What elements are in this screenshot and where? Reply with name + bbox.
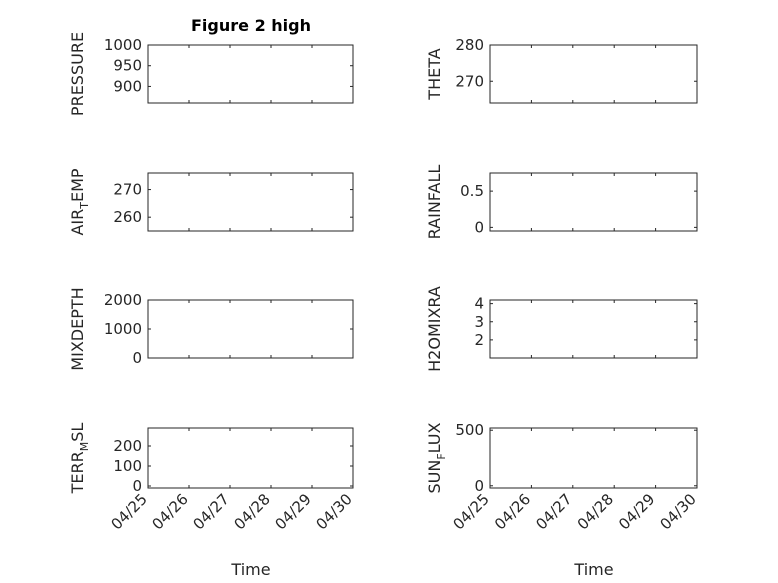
subplot-theta: 270 280 THETA xyxy=(425,36,698,104)
subplot-mixdepth: 0 1000 2000 MIXDEPTH xyxy=(68,287,354,371)
subplot-air_temp: 260 270 AIRTEMP xyxy=(68,168,354,236)
y-axis-label: MIXDEPTH xyxy=(68,287,87,370)
subplot-pressure: 900 950 1000 PRESSURE xyxy=(68,32,354,116)
y-axis-label: AIRTEMP xyxy=(68,168,91,235)
x-tick-label: 04/27 xyxy=(190,490,233,533)
y-axis-label-suffix: EMP xyxy=(68,168,87,202)
x-tick-label: 04/28 xyxy=(231,490,274,533)
y-axis-label: PRESSURE xyxy=(68,32,87,116)
x-tick-label: 04/25 xyxy=(108,490,151,533)
x-tick-label: 04/27 xyxy=(532,490,575,533)
axes-frame xyxy=(147,44,354,104)
y-tick-label: 0 xyxy=(474,218,484,236)
y-axis-label-suffix: LUX xyxy=(425,422,444,453)
y-tick-label: 4 xyxy=(474,295,484,313)
y-axis-label: TERRMSL xyxy=(68,423,91,495)
y-tick-label: 270 xyxy=(455,72,484,90)
y-tick-label: 500 xyxy=(455,421,484,439)
y-axis-label-subscript: F xyxy=(435,453,448,459)
axes-frame xyxy=(147,299,354,359)
subplot-h2omixra: 234 H2OMIXRA xyxy=(425,286,698,372)
y-tick-label: 280 xyxy=(455,36,484,54)
y-axis-label-text: RAINFALL xyxy=(425,165,444,240)
x-axis-label-left: Time xyxy=(230,560,270,579)
y-axis-label-text: PRESSURE xyxy=(68,32,87,116)
x-tick-label: 04/30 xyxy=(657,490,700,533)
y-axis-label-text: THETA xyxy=(425,48,444,100)
y-tick-label: 200 xyxy=(113,437,142,455)
y-axis-label: THETA xyxy=(425,48,444,100)
subplot-rainfall: 0 0.5 RAINFALL xyxy=(425,165,698,240)
axes-frame xyxy=(489,172,698,232)
y-tick-label: 260 xyxy=(113,208,142,226)
y-axis-label-text: AIR xyxy=(68,209,87,236)
y-axis-label-subscript: M xyxy=(78,442,91,452)
x-tick-label: 04/26 xyxy=(491,490,534,533)
x-tick-label: 04/25 xyxy=(450,490,493,533)
y-tick-label: 2 xyxy=(474,331,484,349)
y-axis-label: H2OMIXRA xyxy=(425,286,444,372)
y-axis-label: RAINFALL xyxy=(425,165,444,240)
y-axis-label-text: H2OMIXRA xyxy=(425,286,444,372)
axes-frame xyxy=(489,427,698,489)
y-tick-label: 0 xyxy=(132,349,142,367)
y-axis-label-text: SUN xyxy=(425,460,444,494)
y-tick-label: 3 xyxy=(474,313,484,331)
y-tick-label: 1000 xyxy=(104,36,142,54)
y-tick-label: 270 xyxy=(113,181,142,199)
x-tick-label: 04/26 xyxy=(149,490,192,533)
axes-frame xyxy=(147,172,354,232)
axes-frame xyxy=(489,299,698,359)
y-tick-label: 0 xyxy=(474,477,484,495)
y-tick-label: 2000 xyxy=(104,291,142,309)
x-tick-label: 04/30 xyxy=(313,490,356,533)
y-tick-label: 1000 xyxy=(104,320,142,338)
y-tick-label: 0.5 xyxy=(460,182,484,200)
x-tick-label: 04/29 xyxy=(615,490,658,533)
y-tick-label: 950 xyxy=(113,57,142,75)
x-tick-label: 04/28 xyxy=(574,490,617,533)
y-axis-label: SUNFLUX xyxy=(425,422,448,493)
y-tick-label: 900 xyxy=(113,77,142,95)
y-tick-label: 100 xyxy=(113,457,142,475)
y-axis-label-suffix: SL xyxy=(68,423,87,442)
axes-frame xyxy=(147,427,354,489)
x-axis-label-right: Time xyxy=(573,560,613,579)
y-axis-label-text: TERR xyxy=(68,451,87,494)
figure-title: Figure 2 high xyxy=(191,16,311,35)
axes-frame xyxy=(489,44,698,104)
x-tick-label: 04/29 xyxy=(272,490,315,533)
y-axis-label-subscript: T xyxy=(78,202,91,210)
y-axis-label-text: MIXDEPTH xyxy=(68,287,87,370)
y-tick-label: 0 xyxy=(132,477,142,495)
